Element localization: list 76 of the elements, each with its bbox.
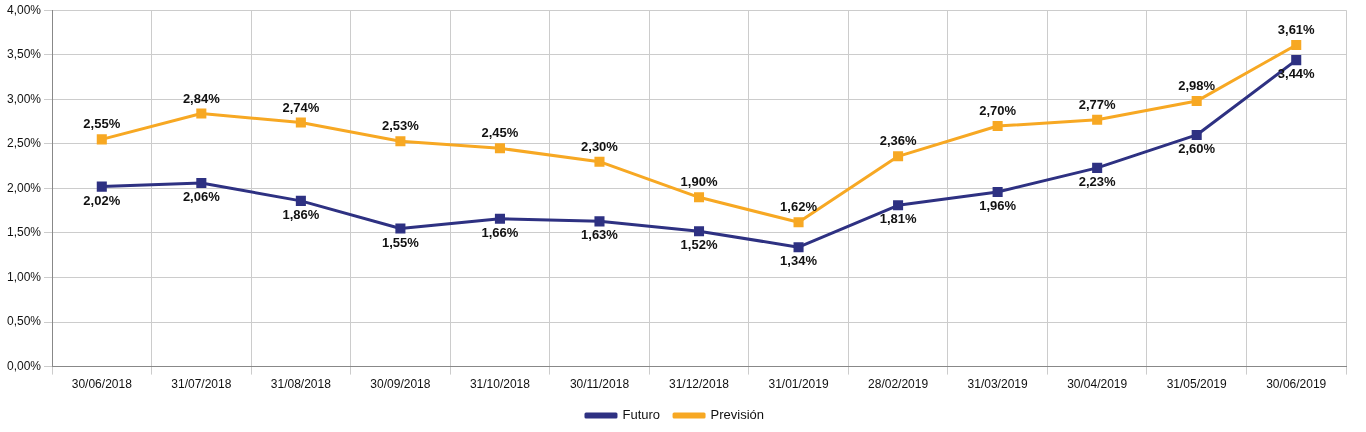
point [594, 216, 605, 227]
data-label: 2,55% [83, 116, 121, 132]
x-tick-label: 30/04/2019 [1067, 377, 1128, 392]
y-tick-label: 3,50% [6, 47, 42, 62]
point [295, 117, 306, 128]
data-label: 2,23% [1078, 173, 1117, 189]
data-label: 2,84% [182, 90, 221, 106]
data-label: 1,81% [879, 211, 917, 227]
point [1291, 39, 1302, 50]
point [196, 108, 207, 119]
point [992, 120, 1003, 132]
data-label: 1,90% [680, 174, 718, 190]
data-label: 2,53% [381, 118, 420, 134]
data-label: 1,63% [581, 227, 619, 243]
legend-label: Futuro [622, 407, 661, 423]
point [893, 151, 904, 162]
point [96, 134, 107, 145]
x-tick-label: 30/06/2019 [1266, 377, 1327, 392]
x-tick-label: 31/12/2018 [668, 377, 730, 392]
x-tick-label: 31/10/2018 [469, 377, 531, 392]
y-tick-label: 2,50% [6, 136, 42, 151]
point [1291, 55, 1302, 66]
data-label: 1,66% [481, 224, 519, 240]
data-label: 1,86% [282, 206, 320, 222]
point [1191, 129, 1202, 140]
y-tick-label: 4,00% [6, 2, 42, 17]
data-label: 2,36% [879, 133, 917, 149]
data-label: 2,45% [481, 125, 519, 141]
y-tick-label: 3,00% [6, 91, 42, 106]
point [793, 242, 804, 253]
x-tick-label: 30/09/2018 [370, 377, 431, 392]
data-label: 3,44% [1277, 66, 1316, 82]
data-label: 2,74% [282, 99, 320, 115]
y-tick-label: 1,50% [6, 225, 42, 240]
point [992, 186, 1003, 197]
data-label: 2,98% [1178, 78, 1216, 94]
y-tick-label: 0,50% [6, 314, 42, 329]
x-tick-label: 28/02/2019 [868, 377, 929, 392]
x-tick-label: 31/01/2019 [768, 377, 829, 392]
y-tick-label: 1,00% [6, 269, 42, 284]
point [494, 213, 505, 224]
data-label: 1,55% [381, 234, 420, 250]
x-tick-label: 31/08/2018 [270, 377, 332, 392]
point [196, 178, 207, 189]
point [96, 181, 107, 192]
data-label: 2,30% [581, 138, 619, 154]
point [594, 156, 605, 167]
data-label: 1,34% [780, 253, 818, 269]
point [295, 195, 306, 206]
data-label: 1,96% [979, 198, 1017, 214]
point [1092, 162, 1103, 173]
point [395, 223, 406, 234]
y-tick-label: 2,00% [6, 180, 42, 195]
point [494, 143, 505, 154]
x-tick-label: 31/07/2018 [171, 377, 232, 392]
data-label: 2,02% [83, 192, 121, 208]
x-tick-label: 30/06/2018 [71, 377, 133, 392]
point [793, 217, 804, 228]
point [693, 192, 705, 203]
data-label: 3,61% [1277, 22, 1316, 38]
point [1191, 96, 1202, 107]
y-tick-label: 0,00% [6, 358, 42, 373]
data-label: 1,62% [780, 199, 818, 215]
data-label: 1,52% [680, 237, 718, 253]
data-label: 2,60% [1178, 141, 1216, 157]
x-tick-label: 30/11/2018 [569, 377, 630, 392]
x-tick-label: 31/05/2019 [1166, 377, 1228, 392]
data-label: 2,77% [1078, 96, 1117, 112]
x-tick-label: 31/03/2019 [967, 377, 1028, 392]
data-label: 2,70% [979, 103, 1017, 119]
point [693, 226, 705, 237]
legend-label: Previsión [710, 407, 765, 423]
data-label: 2,06% [182, 189, 221, 205]
point [893, 200, 904, 211]
point [1092, 114, 1103, 125]
point [395, 136, 406, 147]
